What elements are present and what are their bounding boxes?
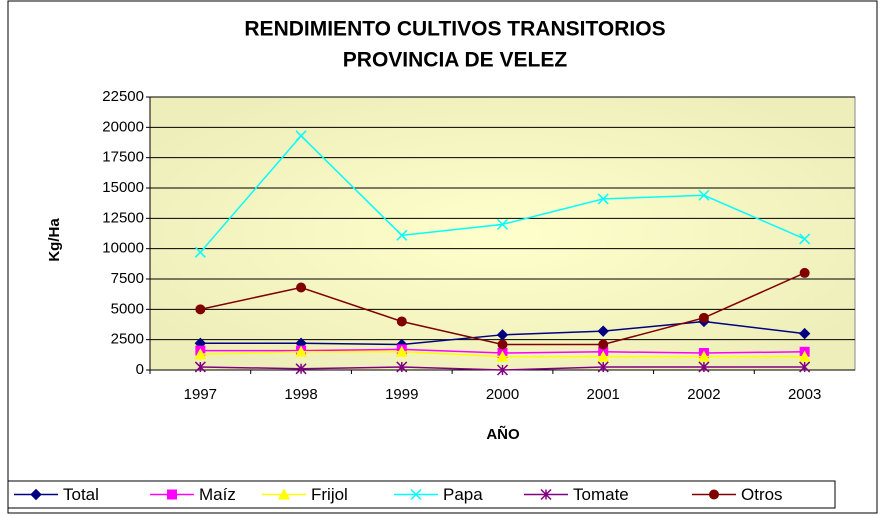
x-tick-label: 2002 [687,386,720,403]
legend-label: Total [63,485,99,504]
data-point [799,267,810,278]
data-point [597,350,610,362]
chart-title: PROVINCIA DE VELEZ [343,49,568,72]
data-point [396,316,407,327]
data-point [395,345,408,357]
y-tick-label: 0 [136,361,144,378]
data-point [296,282,307,293]
x-tick-label: 1997 [184,386,217,403]
y-tick-label: 20000 [102,118,144,135]
y-tick-label: 7500 [111,270,144,287]
y-tick-label: 22500 [102,88,144,105]
data-point [194,246,206,258]
legend-label: Papa [443,485,483,504]
plot-area [149,96,856,371]
data-point [496,218,509,230]
y-tick-label: 12500 [102,209,144,226]
data-point [698,189,710,201]
data-point [597,361,609,373]
chart-title: RENDIMIENTO CULTIVOS TRANSITORIOS [244,18,665,41]
y-tick-label: 5000 [111,300,144,317]
y-tick-label: 15000 [102,179,144,196]
legend-marker [30,488,42,501]
data-point [798,327,811,340]
x-tick-label: 2003 [788,386,821,403]
legend-marker [167,489,177,500]
legend-marker [410,488,422,501]
data-point [598,339,609,350]
x-tick-label: 2000 [486,386,519,403]
x-tick-label: 1999 [385,386,418,403]
data-point [295,130,307,142]
data-point [496,364,509,376]
data-point [396,229,408,241]
data-point [295,363,307,375]
data-point [194,348,207,360]
data-point [195,304,206,315]
y-tick-label: 10000 [102,240,144,257]
data-point [597,193,609,205]
data-point [496,350,509,362]
data-point [697,350,710,362]
legend-marker [540,488,552,501]
legend-label: Maíz [199,485,236,504]
x-axis-label: AÑO [486,425,520,443]
legend-label: Tomate [573,485,629,504]
data-point [597,325,609,337]
data-point [194,361,206,373]
y-axis-label: Kg/Ha [46,218,63,262]
data-point [798,350,811,362]
data-point [799,233,811,245]
legend-label: Otros [741,485,783,504]
data-point [698,361,710,373]
legend-label: Frijol [311,485,348,504]
data-point [497,339,508,350]
data-point [295,345,308,357]
x-tick-label: 2001 [587,386,620,403]
data-point [396,361,408,373]
data-point [698,312,709,323]
y-tick-label: 17500 [102,149,144,166]
legend-marker [278,488,290,500]
x-tick-label: 1998 [284,386,317,403]
y-tick-label: 2500 [111,331,144,348]
legend-marker [709,489,719,500]
data-point [799,361,811,373]
